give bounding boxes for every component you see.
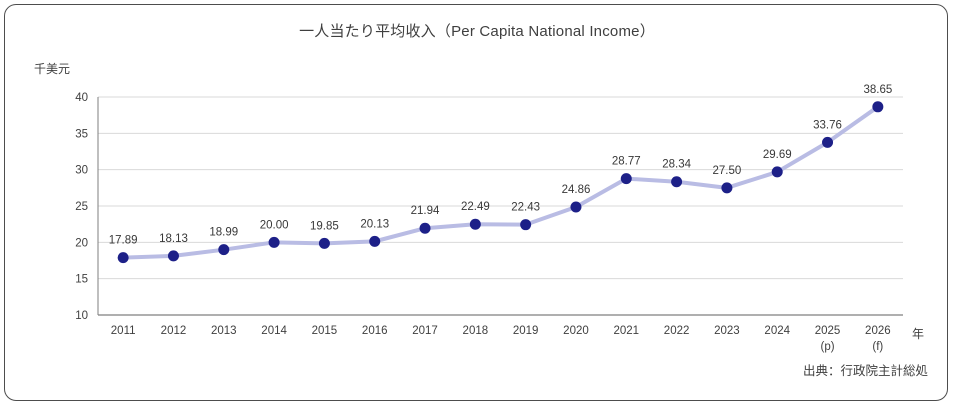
x-tick-label: 2014 xyxy=(261,325,287,337)
data-label: 21.94 xyxy=(411,205,440,217)
data-label: 29.69 xyxy=(763,149,792,161)
x-tick-sublabel: (p) xyxy=(821,341,835,353)
x-tick-label: 2016 xyxy=(362,325,388,337)
x-tick-label: 2022 xyxy=(664,325,690,337)
x-tick-label: 2013 xyxy=(211,325,237,337)
x-tick-label: 2017 xyxy=(412,325,438,337)
data-point-2016 xyxy=(369,235,381,247)
x-tick-label: 2015 xyxy=(312,325,338,337)
x-tick-label: 2026 xyxy=(865,325,891,337)
data-point-2011 xyxy=(117,252,129,264)
data-label: 22.49 xyxy=(461,201,490,213)
x-tick-sublabel: (f) xyxy=(872,341,883,353)
x-tick-label: 2025 xyxy=(815,325,841,337)
data-point-2018 xyxy=(469,218,481,230)
data-point-2015 xyxy=(318,237,330,249)
data-point-2026 xyxy=(872,101,884,113)
data-point-2023 xyxy=(721,182,733,194)
data-label: 28.77 xyxy=(612,156,641,168)
data-label: 22.43 xyxy=(511,202,540,214)
data-label: 38.65 xyxy=(863,84,892,96)
y-tick-label: 10 xyxy=(75,310,88,322)
x-axis-unit-label: 年 xyxy=(912,327,925,341)
data-label: 18.13 xyxy=(159,233,188,245)
data-point-2024 xyxy=(771,166,783,178)
series-line xyxy=(121,104,880,260)
x-tick-label: 2024 xyxy=(764,325,790,337)
data-point-2014 xyxy=(268,236,280,248)
data-point-2022 xyxy=(671,176,683,188)
data-label: 17.89 xyxy=(109,235,138,247)
data-point-2012 xyxy=(167,250,179,262)
data-point-2013 xyxy=(218,244,230,256)
data-label: 28.34 xyxy=(662,159,691,171)
y-tick-label: 40 xyxy=(75,92,88,104)
chart-frame xyxy=(4,4,948,401)
y-tick-label: 20 xyxy=(75,237,88,249)
data-point-2019 xyxy=(520,219,532,231)
y-tick-label: 35 xyxy=(75,128,88,140)
data-point-2025 xyxy=(822,136,834,148)
source-note: 出典：行政院主計総処 xyxy=(802,364,928,378)
data-label: 24.86 xyxy=(562,184,591,196)
x-tick-label: 2011 xyxy=(111,325,136,337)
y-tick-label: 15 xyxy=(75,274,88,286)
data-label: 19.85 xyxy=(310,220,339,232)
x-tick-label: 2012 xyxy=(161,325,187,337)
data-label: 27.50 xyxy=(713,165,742,177)
data-point-2017 xyxy=(419,222,431,234)
data-label: 18.99 xyxy=(209,227,238,239)
chart-title: 一人当たり平均收入（Per Capita National Income） xyxy=(299,23,655,40)
data-label: 20.00 xyxy=(260,219,289,231)
data-label: 20.13 xyxy=(360,218,389,230)
y-axis-unit-label: 千美元 xyxy=(34,62,71,76)
x-tick-label: 2020 xyxy=(563,325,589,337)
x-tick-label: 2019 xyxy=(513,325,539,337)
data-point-2020 xyxy=(570,201,582,213)
y-tick-label: 30 xyxy=(75,165,88,177)
x-tick-label: 2023 xyxy=(714,325,740,337)
data-label: 33.76 xyxy=(813,119,842,131)
data-point-2021 xyxy=(620,173,632,185)
y-tick-label: 25 xyxy=(75,201,88,213)
x-tick-label: 2018 xyxy=(463,325,489,337)
x-tick-label: 2021 xyxy=(613,325,639,337)
